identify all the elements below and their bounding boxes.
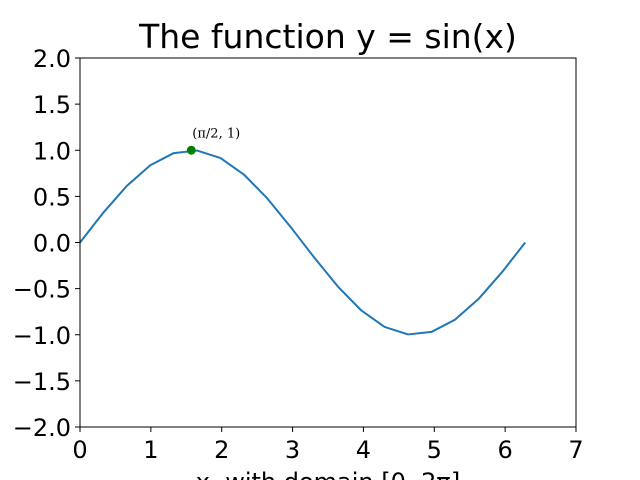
- x-tick-label: 5: [427, 436, 442, 464]
- y-tick-label: 2.0: [33, 45, 71, 73]
- series-line: [79, 149, 526, 336]
- y-tick-label: 0.5: [33, 183, 71, 211]
- y-tick-label: 1.0: [33, 137, 71, 165]
- marker-point: [186, 145, 196, 155]
- chart-title: The function y = sin(x): [138, 17, 517, 56]
- x-tick-label: 0: [72, 436, 87, 464]
- x-tick-label: 3: [285, 436, 300, 464]
- y-tick-label: −1.5: [13, 368, 71, 396]
- x-axis-label: x, with domain [0, 2π]: [196, 468, 461, 480]
- x-tick-label: 6: [498, 436, 513, 464]
- plot-area: (π/2, 1) 0 1 2 3 4 5 6 7 2.0 1.5 1.0 0.5 0.0 −0.5 −1.0 −…: [13, 45, 584, 464]
- x-tick-label: 1: [143, 436, 158, 464]
- x-tick-label: 4: [356, 436, 371, 464]
- x-tick-label: 2: [214, 436, 229, 464]
- y-tick-label: −0.5: [13, 276, 71, 304]
- y-tick-label: −1.0: [13, 322, 71, 350]
- y-tick-label: 1.5: [33, 91, 71, 119]
- x-tick-label: 7: [568, 436, 583, 464]
- y-tick-label: −2.0: [13, 414, 71, 442]
- point-annotation: (π/2, 1): [192, 126, 240, 141]
- y-tick-label: 0.0: [33, 230, 71, 258]
